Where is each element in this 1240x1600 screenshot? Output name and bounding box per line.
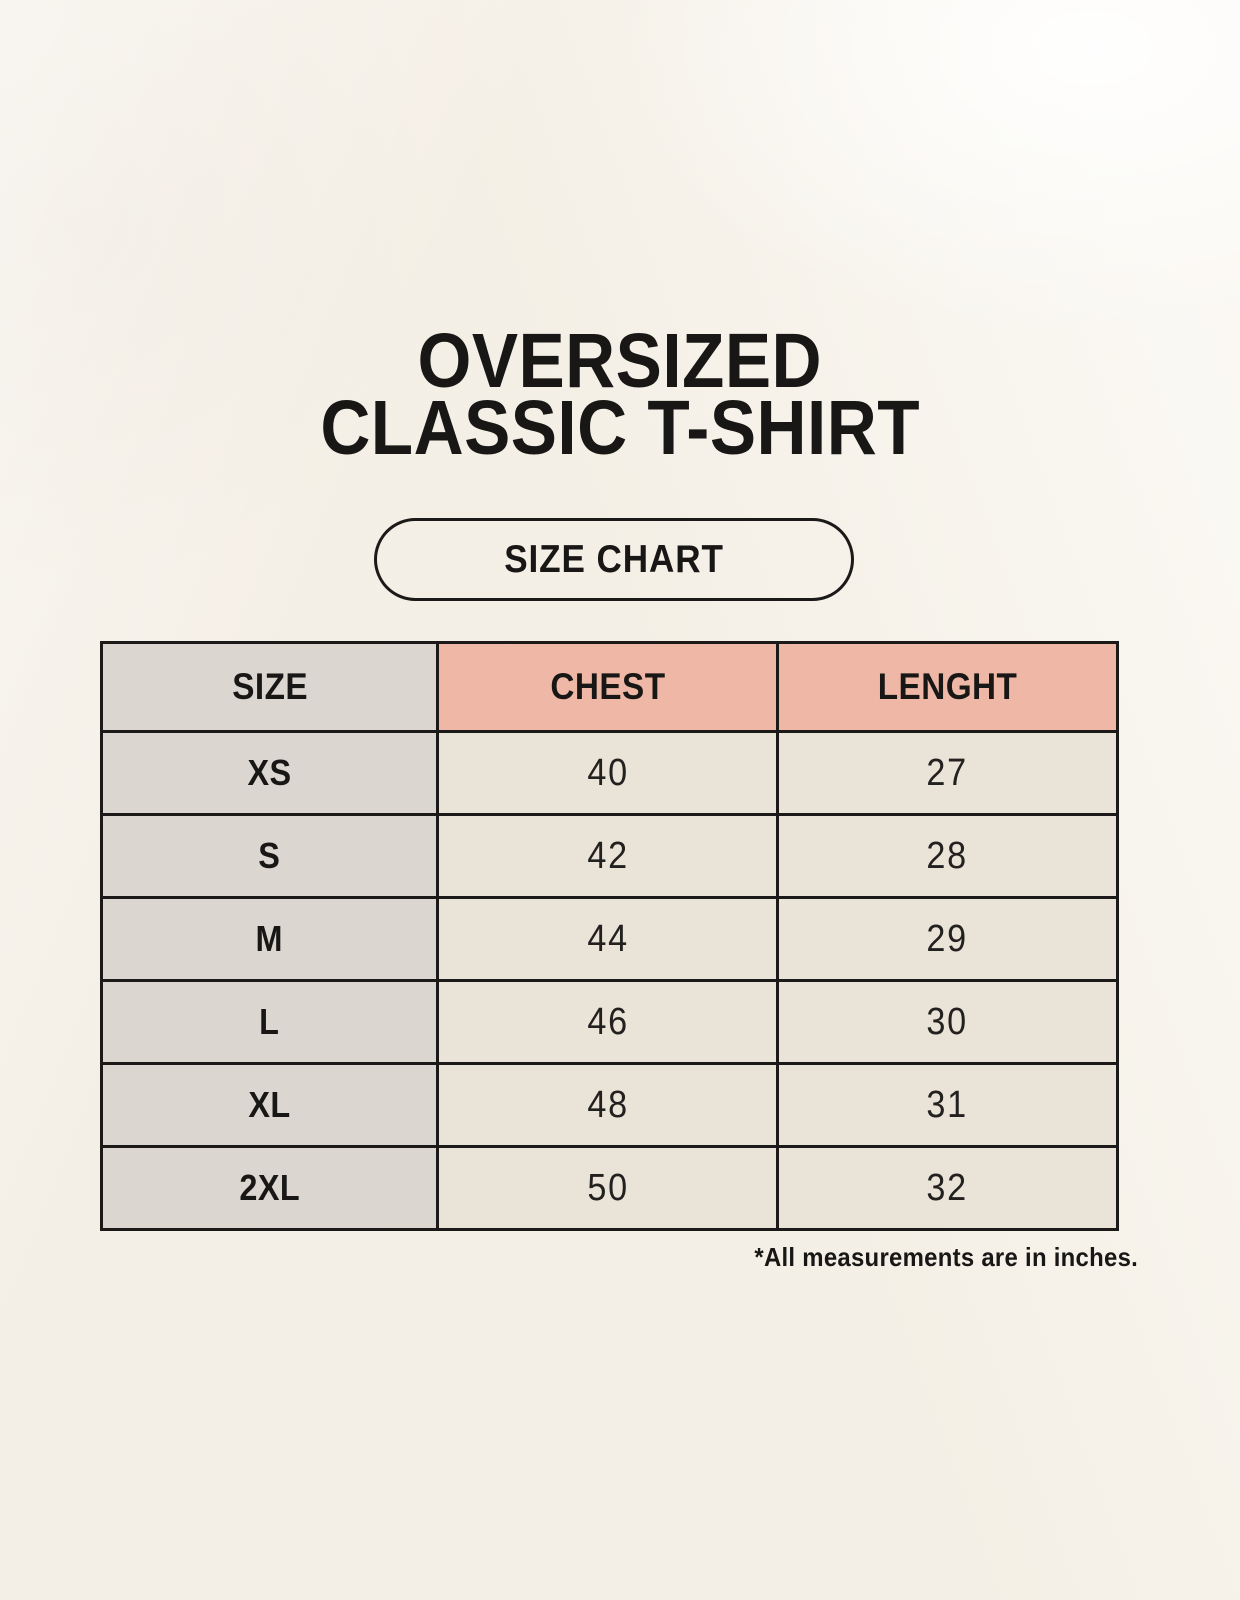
length-value-cell: 32 [776,1145,1119,1231]
chest-value-cell: 44 [436,896,780,982]
size-label-cell: S [99,813,440,899]
chest-value-cell: 42 [436,813,780,899]
length-value-cell: 29 [776,896,1119,982]
size-label-cell: XS [99,730,440,816]
chest-value-cell: 46 [436,979,780,1065]
table-row: S 42 28 [99,813,1119,899]
table-row: L 46 30 [99,979,1119,1065]
size-chart-button[interactable]: SIZE CHART [374,518,854,601]
table-row: M 44 29 [99,896,1119,982]
chest-value-cell: 48 [436,1062,780,1148]
column-header-chest: CHEST [436,641,780,733]
chest-value-cell: 40 [436,730,780,816]
column-header-size: SIZE [99,641,440,733]
product-title-line-1: OVERSIZED [417,318,823,404]
length-value-cell: 28 [776,813,1119,899]
length-value-cell: 27 [776,730,1119,816]
table-row: XL 48 31 [99,1062,1119,1148]
measurements-footnote: *All measurements are in inches. [754,1242,1138,1272]
column-header-lenght: LENGHT [776,641,1119,733]
size-label-cell: L [99,979,440,1065]
size-chart-table: SIZE CHEST LENGHT XS 40 27 S 42 28 M 44 … [99,641,1119,1231]
product-title-line-2: CLASSIC T-SHIRT [320,385,920,471]
table-row: XS 40 27 [99,730,1119,816]
length-value-cell: 30 [776,979,1119,1065]
size-label-cell: M [99,896,440,982]
table-header-row: SIZE CHEST LENGHT [99,641,1119,733]
product-title: OVERSIZED CLASSIC T-SHIRT [0,318,1240,471]
length-value-cell: 31 [776,1062,1119,1148]
size-chart-button-label: SIZE CHART [504,537,724,581]
size-label-cell: 2XL [99,1145,440,1231]
size-label-cell: XL [99,1062,440,1148]
table-row: 2XL 50 32 [99,1145,1119,1231]
chest-value-cell: 50 [436,1145,780,1231]
